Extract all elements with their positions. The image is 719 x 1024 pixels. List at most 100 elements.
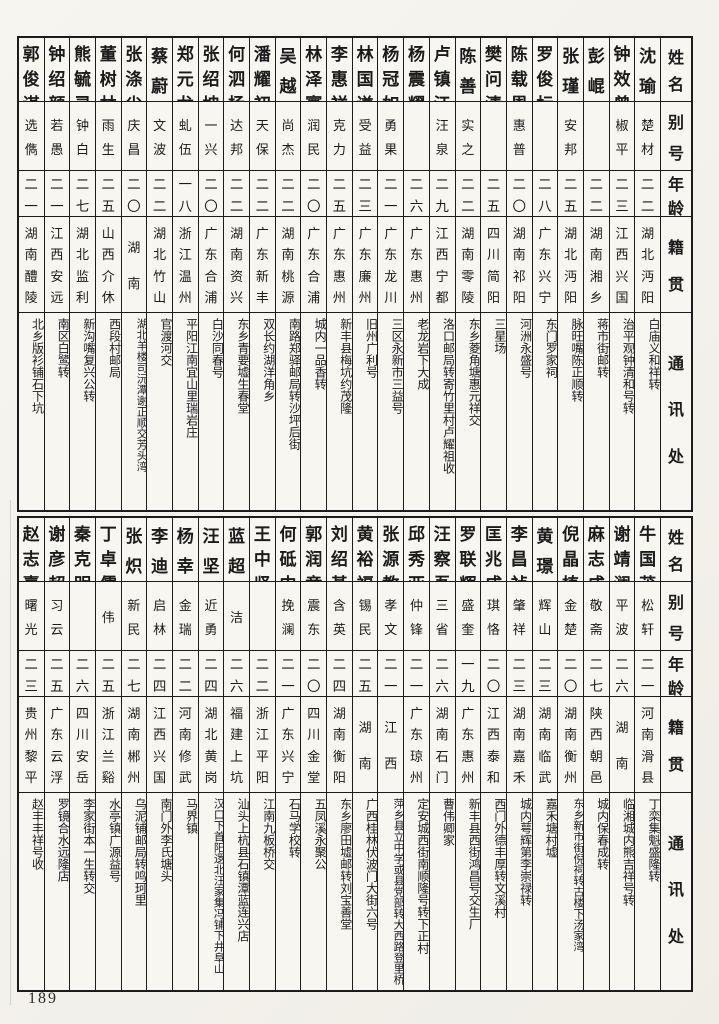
person-address: 汕头上杭县石镇潭蓝连兴店	[236, 797, 249, 942]
person-age: 二五	[95, 651, 121, 698]
person-address: 东门罗家祠	[544, 317, 558, 378]
person-alias: 克力	[327, 102, 352, 172]
person-age: 一九	[455, 651, 481, 698]
person-origin: 广东惠州	[455, 697, 481, 793]
person-alias: 琪恪	[481, 582, 506, 652]
person-alias: 三省	[429, 582, 455, 652]
person-address: 定安城西街南顺隆号转下正村	[415, 797, 429, 954]
person-origin: 广东廉州	[352, 217, 378, 313]
person-address: 南门外李氏塘头	[158, 797, 172, 882]
person-name: 谢彦超	[44, 518, 70, 582]
person-name: 黄璟	[532, 518, 558, 582]
person-address: 罗镜合水远隆店	[56, 797, 70, 882]
person-name: 杨震耀	[404, 38, 429, 102]
person-alias	[70, 582, 95, 652]
person-age: 二四	[147, 651, 172, 698]
person-address: 平阳江南宜山里瑞岩庄	[184, 317, 198, 438]
person-age: 二五	[558, 171, 583, 218]
person-age: 二〇	[558, 651, 583, 698]
person-name: 王中坚	[250, 518, 275, 582]
person-origin: 湖南石门	[429, 697, 455, 793]
person-name: 谢靖澜	[609, 518, 635, 582]
person-alias: 受益	[352, 102, 378, 172]
person-address: 老龙岩下大成	[415, 317, 429, 390]
person-age: 二四	[198, 651, 224, 698]
person-entry: 蓝超 洁 二六 福建上坑 汕头上杭县石镇潭蓝连兴店	[223, 518, 249, 990]
person-age: 二二	[147, 171, 172, 218]
person-age: 二六	[609, 651, 635, 698]
person-age: 二三	[506, 651, 532, 698]
person-age: 二五	[481, 171, 506, 218]
person-address: 南区白鹭转	[56, 317, 70, 378]
person-alias: 锡民	[352, 582, 378, 652]
person-entry: 沈瑜 楚材 二二 湖北沔阳 白庙义和祥转	[634, 38, 660, 510]
person-alias: 惠普	[506, 102, 532, 172]
person-name: 蔡蔚	[147, 38, 172, 102]
person-address: 白沙同春号	[210, 317, 224, 378]
person-age: 二六	[404, 171, 429, 218]
person-origin: 浙江兰谿	[95, 697, 121, 793]
person-age: 二五	[352, 651, 378, 698]
person-alias: 庆昌	[121, 102, 147, 172]
person-origin: 江西宁都	[429, 217, 455, 313]
person-origin: 湖北沔阳	[558, 217, 583, 313]
person-origin: 湖南衡州	[558, 697, 583, 793]
person-origin: 湖南湘乡	[583, 217, 609, 313]
person-name: 董树林	[95, 38, 121, 102]
person-name: 彭崐	[583, 38, 609, 102]
person-age: 二七	[121, 651, 147, 698]
person-origin: 广东兴宁	[275, 697, 301, 793]
person-name: 陈载恩	[506, 38, 532, 102]
person-name: 陈善	[455, 38, 481, 102]
person-origin: 广东惠州	[327, 217, 352, 313]
header-age: 年龄	[661, 171, 691, 218]
person-age: 二〇	[121, 171, 147, 218]
person-alias: 楚材	[635, 102, 660, 172]
person-age: 二二	[583, 171, 609, 218]
person-address: 三星场	[492, 317, 506, 354]
person-alias: 汪泉	[429, 102, 455, 172]
person-address: 汉口下首阳逻北汪家集冯铺下井阜山	[212, 797, 224, 974]
person-origin: 四川安岳	[70, 697, 95, 793]
person-origin: 湖北监利	[70, 217, 95, 313]
person-alias: 近勇	[198, 582, 224, 652]
person-address: 东乡菱角塘惠元祥交	[467, 317, 481, 426]
person-origin: 湖南醴陵	[18, 217, 44, 313]
person-alias: 椒平	[609, 102, 635, 172]
person-origin: 广东龙川	[378, 217, 404, 313]
person-name: 张涤尘	[121, 38, 147, 102]
person-address: 广西桂林伏波门大街六号	[364, 797, 378, 930]
person-origin: 湖南祁阳	[506, 217, 532, 313]
person-alias: 实之	[455, 102, 481, 172]
person-alias	[404, 102, 429, 172]
person-alias: 虬伍	[172, 102, 198, 172]
person-alias	[481, 102, 506, 172]
person-address: 西段村邮局	[107, 317, 121, 378]
person-address: 白庙义和祥转	[647, 317, 660, 390]
person-alias: 盛奎	[455, 582, 481, 652]
person-name: 杨幸	[172, 518, 198, 582]
person-alias: 孝文	[378, 582, 404, 652]
person-name: 张源教	[378, 518, 404, 582]
person-alias: 仲锋	[404, 582, 429, 652]
person-alias: 金楚	[558, 582, 583, 652]
person-age: 二〇	[481, 651, 506, 698]
table-header-column: 姓名 别号 年龄 籍贯 通讯处	[660, 38, 691, 510]
header-age: 年龄	[661, 651, 691, 698]
person-entry: 汪坚 近勇 二四 湖北黄岗 汉口下首阳逻北汪家集冯铺下井阜山	[197, 518, 224, 990]
person-origin: 湖南桃源	[275, 217, 301, 313]
